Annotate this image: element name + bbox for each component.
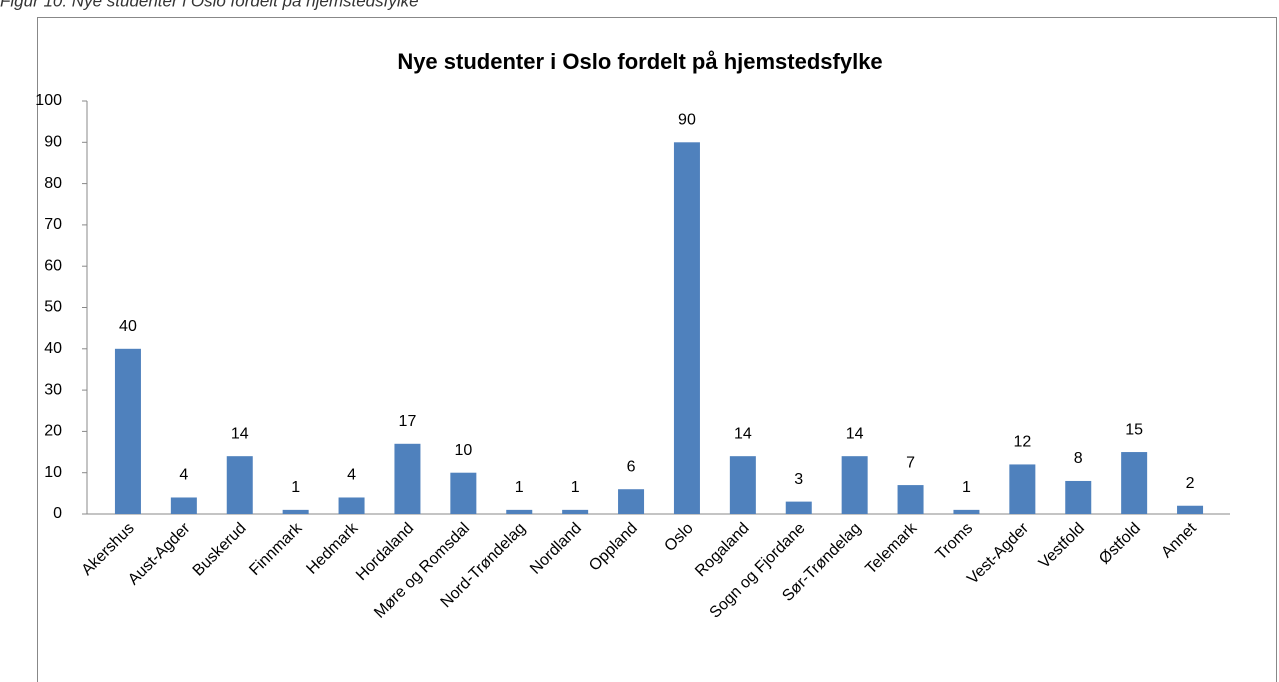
chart-border xyxy=(37,17,1277,682)
x-tick-label: Telemark xyxy=(862,519,921,578)
bar xyxy=(562,509,589,514)
data-label: 8 xyxy=(1074,450,1083,467)
bar xyxy=(1121,452,1148,514)
bar xyxy=(506,509,533,514)
bar xyxy=(673,142,700,515)
data-label: 7 xyxy=(906,454,915,471)
data-label: 2 xyxy=(1186,475,1195,492)
data-label: 4 xyxy=(179,467,188,484)
figure-caption: Figur 10: Nye studenter i Oslo fordelt p… xyxy=(0,0,419,10)
y-tick-label: 30 xyxy=(44,381,62,398)
data-label: 14 xyxy=(734,425,752,442)
bar xyxy=(394,443,421,514)
bar xyxy=(897,485,924,514)
x-tick-label: Hedmark xyxy=(303,519,362,578)
y-tick-label: 50 xyxy=(44,299,62,316)
chart-title: Nye studenter i Oslo fordelt på hjemsted… xyxy=(397,49,882,74)
data-label: 17 xyxy=(399,413,417,430)
data-label: 40 xyxy=(119,318,137,335)
data-label: 10 xyxy=(454,442,472,459)
bar xyxy=(1009,464,1036,514)
bar xyxy=(114,348,141,514)
y-tick-label: 70 xyxy=(44,216,62,233)
x-tick-label: Troms xyxy=(933,520,977,564)
data-label: 90 xyxy=(678,112,696,129)
bar xyxy=(1065,480,1092,514)
y-tick-label: 60 xyxy=(44,257,62,274)
x-tick-label: Oppland xyxy=(586,520,641,575)
x-tick-label: Buskerud xyxy=(190,520,250,580)
y-tick-label: 80 xyxy=(44,175,62,192)
x-tick-label: Østfold xyxy=(1096,520,1144,568)
x-tick-label: Vestfold xyxy=(1036,520,1088,572)
bar xyxy=(1177,505,1204,514)
bar xyxy=(841,456,868,514)
data-label: 15 xyxy=(1125,421,1143,438)
y-tick-label: 40 xyxy=(44,340,62,357)
x-tick-label: Oslo xyxy=(661,520,696,555)
data-label: 1 xyxy=(515,479,524,496)
x-tick-label: Nordland xyxy=(527,520,585,578)
x-tick-label: Rogaland xyxy=(692,520,752,580)
bar xyxy=(953,509,980,514)
bar xyxy=(226,456,253,514)
bar xyxy=(170,497,197,514)
bar xyxy=(785,501,812,514)
data-label: 6 xyxy=(627,458,636,475)
x-tick-label: Møre og Romsdal xyxy=(371,520,473,622)
y-tick-label: 10 xyxy=(44,464,62,481)
data-label: 1 xyxy=(962,479,971,496)
bar xyxy=(282,509,309,514)
x-tick-label: Sogn og Fjordane xyxy=(707,520,809,622)
y-tick-label: 0 xyxy=(53,505,62,522)
x-tick-label: Akershus xyxy=(79,520,138,579)
bar xyxy=(450,472,477,514)
x-tick-label: Finnmark xyxy=(246,519,306,579)
y-tick-label: 90 xyxy=(44,134,62,151)
y-tick-label: 100 xyxy=(35,92,62,109)
data-label: 3 xyxy=(794,471,803,488)
bar xyxy=(729,456,756,514)
data-label: 12 xyxy=(1013,434,1031,451)
data-label: 14 xyxy=(846,425,864,442)
bar xyxy=(338,497,365,514)
y-tick-label: 20 xyxy=(44,423,62,440)
data-label: 1 xyxy=(571,479,580,496)
bar xyxy=(618,489,645,514)
x-tick-label: Vest-Agder xyxy=(964,519,1032,587)
data-label: 1 xyxy=(291,479,300,496)
x-tick-label: Annet xyxy=(1158,519,1200,561)
data-label: 4 xyxy=(347,467,356,484)
data-label: 14 xyxy=(231,425,249,442)
